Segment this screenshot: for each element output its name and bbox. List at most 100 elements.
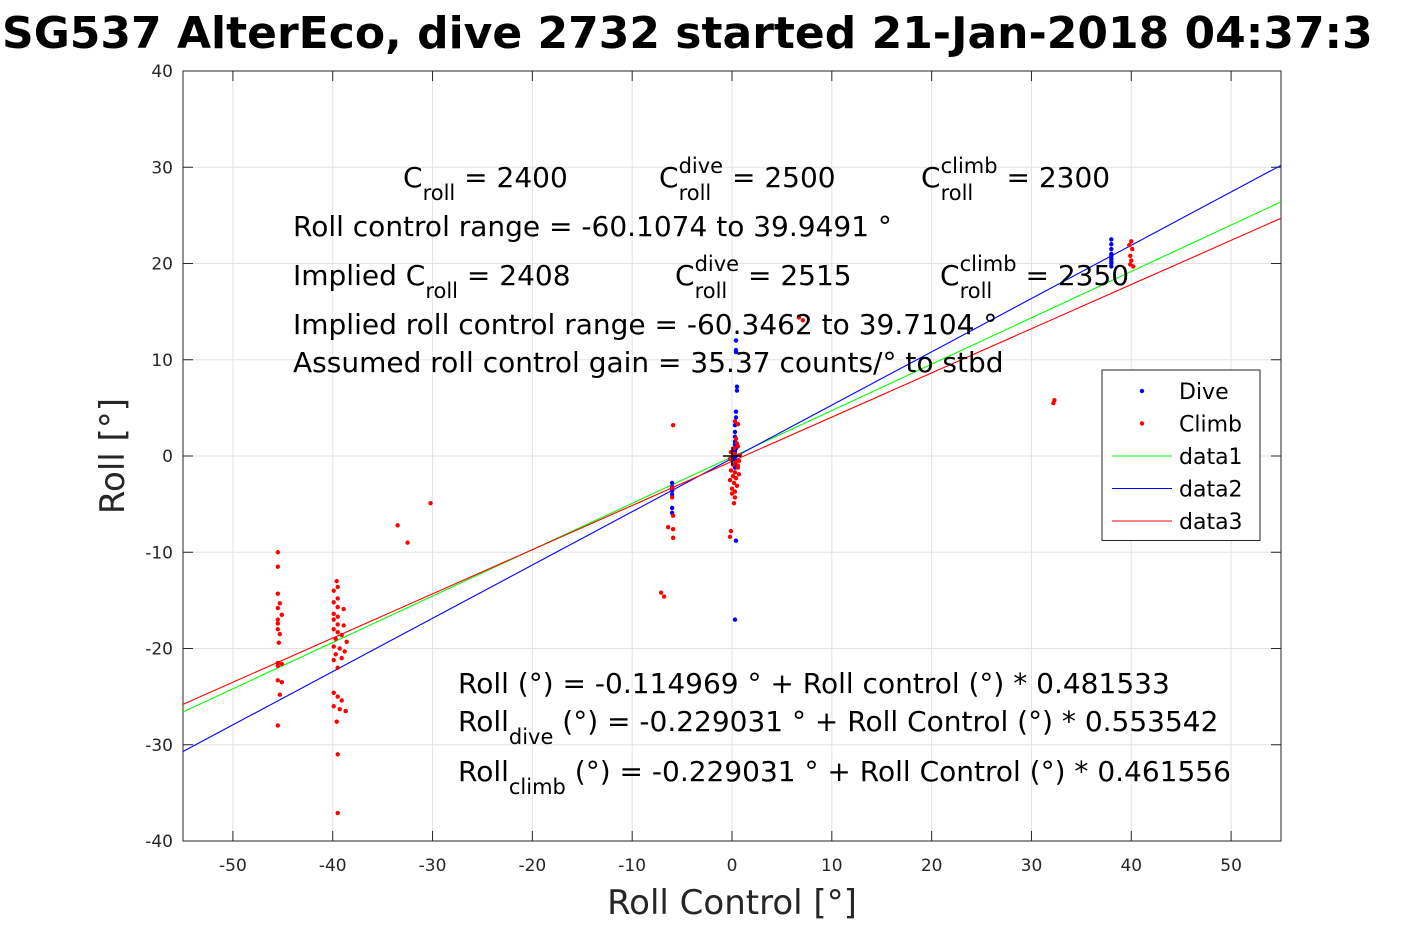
annotation-fit-roll-dive: Roll dive (°) = -0.229031 ° + Roll Contro…	[458, 705, 1218, 749]
annotation-text: = 2400	[455, 161, 568, 194]
y-tick-label: -10	[145, 543, 173, 563]
point-climb	[736, 472, 742, 477]
point-climb	[1129, 258, 1134, 263]
point-climb	[335, 622, 340, 627]
point-climb	[331, 611, 336, 617]
annotation-text: (°) = -0.229031 ° + Roll Control (°) * 0…	[553, 705, 1218, 738]
x-tick-label: 30	[1021, 856, 1043, 876]
annotation-text: Roll	[458, 705, 509, 738]
point-climb	[1131, 264, 1136, 269]
point-climb	[1130, 246, 1135, 252]
point-climb	[670, 526, 676, 532]
annotation-subscript: roll	[695, 279, 728, 303]
series-group	[182, 164, 1282, 816]
point-climb	[275, 591, 281, 596]
x-tick-label: 20	[921, 856, 943, 876]
point-climb	[275, 564, 281, 569]
annotation-fit-roll-climb: Roll climb (°) = -0.229031 ° + Roll Contr…	[458, 755, 1231, 799]
x-tick-label: -40	[319, 856, 347, 876]
point-climb	[341, 606, 346, 612]
legend-point-swatch	[1139, 388, 1145, 394]
annotation-text: Roll (°) = -0.114969 ° + Roll control (°…	[458, 667, 1170, 700]
point-climb	[729, 491, 735, 496]
annotation-text: = 2515	[739, 259, 852, 292]
y-tick-label: 10	[151, 351, 173, 371]
point-climb	[333, 652, 338, 657]
point-dive	[734, 384, 740, 389]
point-climb	[276, 640, 282, 645]
legend-label: Dive	[1179, 380, 1229, 405]
point-climb	[1052, 397, 1057, 403]
point-dive	[733, 338, 739, 343]
annotation-subscript: roll	[679, 181, 712, 205]
annotation-text: Assumed roll control gain = 35.37 counts…	[293, 346, 1004, 379]
annotation-text: Roll control range = -60.1074 to 39.9491…	[293, 210, 892, 243]
point-climb	[277, 601, 283, 606]
annotation-text: C	[403, 161, 423, 194]
legend-entry-data1: data1	[1112, 445, 1243, 470]
point-climb	[727, 456, 733, 462]
legend-box	[1101, 369, 1261, 541]
legend-entry-data2: data2	[1112, 478, 1243, 503]
legend: Dive Climb data1 data2 data3	[1101, 369, 1261, 541]
legend-entry-dive: Dive	[1139, 380, 1229, 405]
annotation-subscript: roll	[941, 181, 974, 205]
point-climb	[333, 636, 338, 642]
point-climb	[337, 706, 342, 712]
point-climb	[731, 480, 737, 486]
annotation-subscript: climb	[509, 775, 566, 799]
point-climb	[279, 612, 285, 618]
point-dive	[733, 349, 739, 355]
point-climb	[735, 422, 741, 427]
annotation-implied-range: Implied roll control range = -60.3462 to…	[293, 308, 997, 341]
annotation-text: (°) = -0.229031 ° + Roll Control (°) * 0…	[566, 755, 1231, 788]
point-climb	[335, 810, 340, 816]
annotation-superscript: dive	[679, 154, 724, 178]
point-climb	[334, 578, 339, 584]
y-tick-label: -20	[145, 640, 173, 660]
point-climb	[331, 617, 336, 622]
point-dive	[732, 617, 738, 622]
point-climb	[728, 468, 734, 473]
annotation-superscript: climb	[960, 252, 1017, 276]
point-dive	[733, 415, 739, 420]
point-climb	[665, 525, 671, 530]
point-climb	[796, 315, 802, 320]
point-climb	[732, 419, 738, 424]
point-climb	[658, 590, 664, 595]
point-climb	[331, 690, 336, 695]
point-climb	[344, 639, 349, 644]
point-climb	[405, 540, 410, 545]
point-climb	[341, 623, 346, 628]
point-climb	[331, 644, 336, 649]
x-tick-label: -10	[618, 856, 646, 876]
point-climb	[334, 719, 339, 724]
point-climb	[275, 605, 281, 611]
x-axis-label: Roll Control [°]	[607, 883, 857, 923]
point-climb	[335, 596, 340, 601]
point-dive	[733, 538, 739, 543]
y-tick-label: 40	[151, 62, 173, 82]
point-dive	[1109, 237, 1114, 242]
legend-entry-data3: data3	[1112, 510, 1243, 535]
chart-title: SG537 AlterEco, dive 2732 started 21-Jan…	[2, 8, 1373, 59]
point-climb	[1128, 253, 1133, 258]
point-dive	[1109, 246, 1114, 252]
annotation-text: Roll	[458, 755, 509, 788]
point-climb	[395, 523, 400, 528]
y-tick-label: 30	[151, 158, 173, 178]
axis-ticks: -50 -40 -30 -20 -10 0 10 20 30 40 50 -40 -30 -20 -10 0 1…	[145, 62, 1281, 876]
annotation-superscript: dive	[695, 252, 740, 276]
point-climb	[339, 632, 344, 638]
point-climb	[731, 500, 737, 506]
y-tick-label: -30	[145, 736, 173, 756]
annotation-text: C	[659, 161, 679, 194]
point-climb	[277, 631, 283, 637]
x-tick-label: -20	[518, 856, 546, 876]
point-climb	[734, 483, 740, 489]
point-climb	[1129, 239, 1134, 244]
point-climb	[331, 657, 336, 663]
point-dive	[1109, 264, 1114, 269]
